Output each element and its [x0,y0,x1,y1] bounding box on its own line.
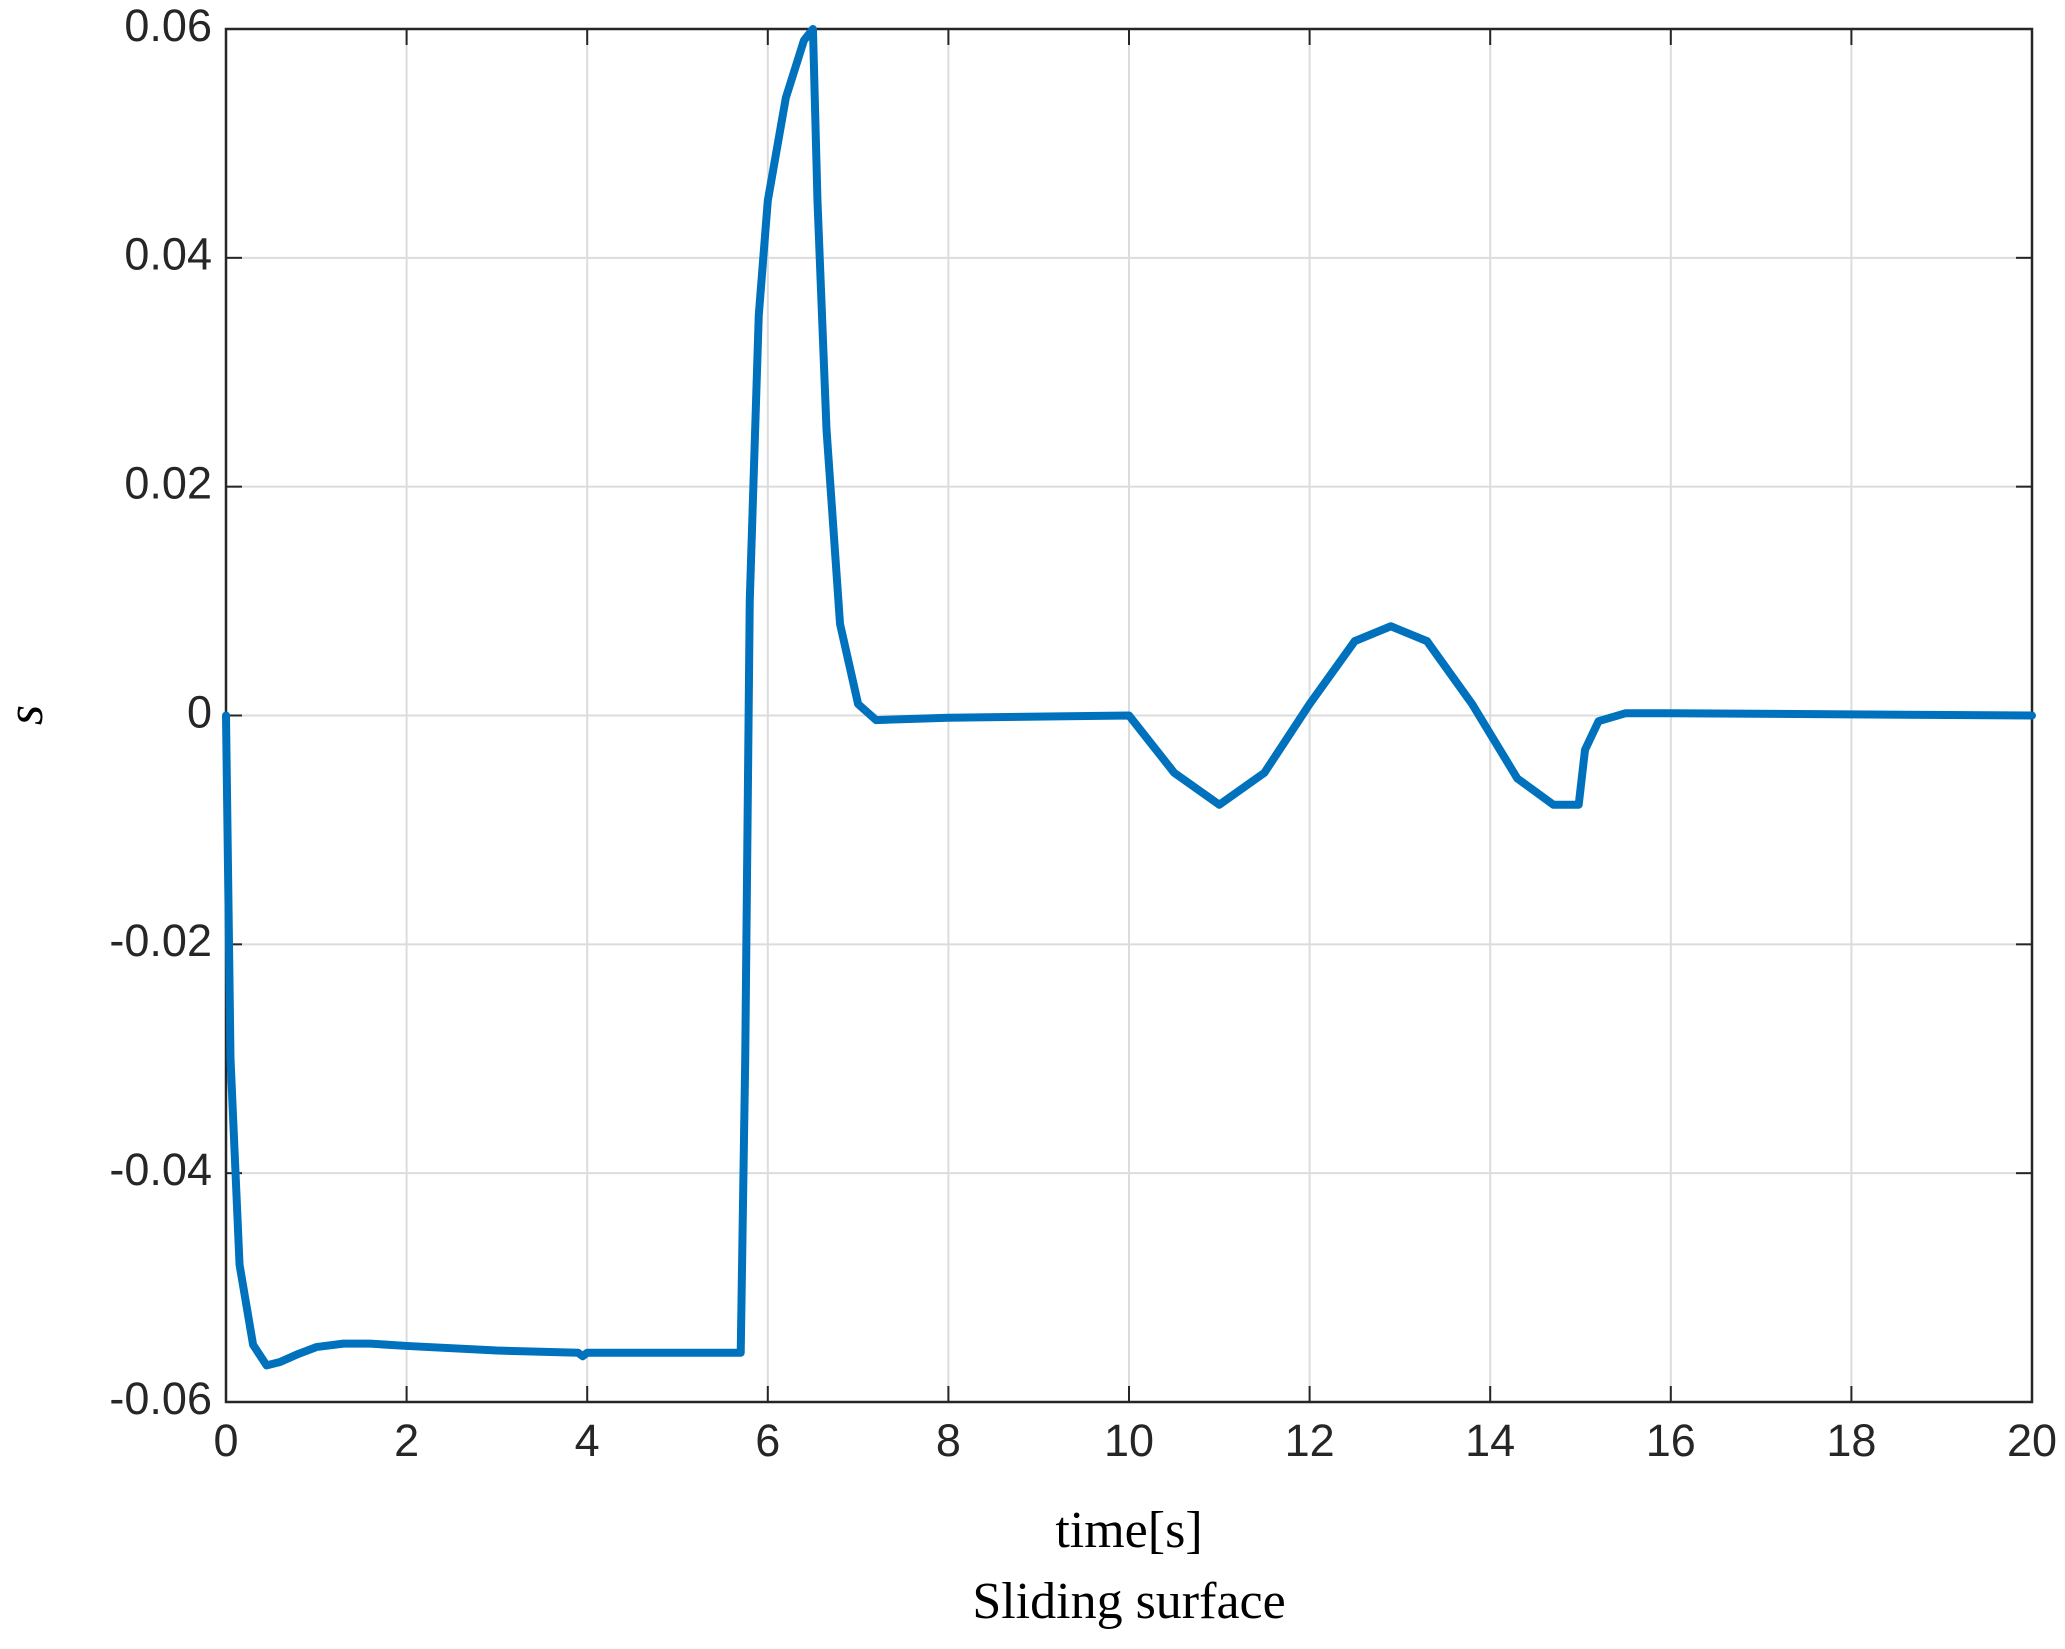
x-tick-label: 12 [1285,1415,1335,1466]
x-tick-label: 16 [1646,1415,1696,1466]
y-tick-label: 0 [187,686,212,737]
x-tick-label: 4 [575,1415,600,1466]
y-tick-label: -0.02 [109,915,212,966]
x-tick-label: 2 [394,1415,419,1466]
x-tick-label: 10 [1104,1415,1154,1466]
x-tick-label: 0 [213,1415,238,1466]
y-axis-label: s [0,705,54,725]
x-tick-label: 18 [1826,1415,1876,1466]
chart-title: Sliding surface [972,1573,1285,1630]
x-tick-label: 6 [755,1415,780,1466]
y-tick-label: -0.04 [109,1144,212,1195]
y-tick-label: 0.04 [124,229,212,280]
x-tick-label: 8 [936,1415,961,1466]
y-tick-label: 0.06 [124,0,212,51]
data-line [222,25,2036,1370]
x-axis-label: time[s] [1055,1502,1202,1559]
y-tick-label: 0.02 [124,458,212,509]
y-tick-label: -0.06 [109,1373,212,1424]
x-tick-label: 20 [2007,1415,2057,1466]
x-tick-label: 14 [1465,1415,1515,1466]
